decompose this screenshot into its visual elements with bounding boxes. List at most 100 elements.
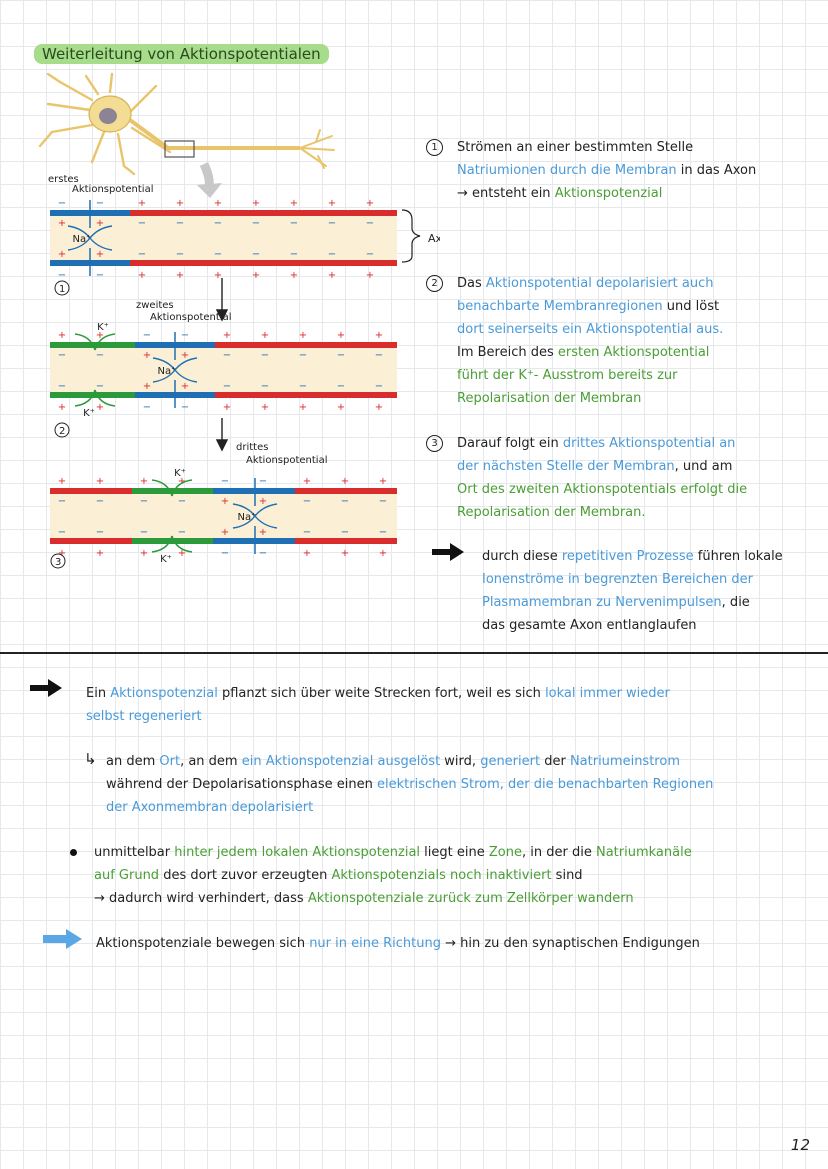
charge-sign: + xyxy=(221,496,229,507)
charge-sign: − xyxy=(259,548,267,559)
charge-sign: − xyxy=(341,527,349,538)
charge-sign: − xyxy=(303,496,311,507)
charge-sign: + xyxy=(337,402,345,413)
charge-sign: − xyxy=(178,527,186,538)
charge-sign: − xyxy=(299,350,307,361)
charge-sign: − xyxy=(58,198,66,209)
charge-sign: − xyxy=(366,218,374,229)
text-run: Zone xyxy=(488,845,522,860)
charge-sign: − xyxy=(58,381,66,392)
text-run: der nächsten Stelle der Membran xyxy=(457,459,675,474)
charge-sign: + xyxy=(176,198,184,209)
text-run: , an dem xyxy=(180,754,242,769)
charge-sign: + xyxy=(214,270,222,281)
charge-sign: + xyxy=(58,548,66,559)
text-run: Repolarisation der Membran xyxy=(457,391,642,406)
text-run: Aktionspotenzials noch inaktiviert xyxy=(331,868,552,883)
charge-sign: + xyxy=(341,548,349,559)
charge-sign: − xyxy=(303,527,311,538)
charge-sign: − xyxy=(58,350,66,361)
charge-sign: − xyxy=(328,218,336,229)
charge-sign: − xyxy=(375,350,383,361)
charge-sign: − xyxy=(221,476,229,487)
current-arrow xyxy=(254,515,278,529)
current-arrow xyxy=(232,515,256,529)
sodium-current-text: an dem Ort, an dem ein Aktionspotenzial … xyxy=(106,750,816,819)
text-run: Aktionspotenziale bewegen sich xyxy=(96,936,310,951)
charge-sign: + xyxy=(138,198,146,209)
charge-sign: − xyxy=(58,496,66,507)
current-arrow xyxy=(67,237,91,251)
charge-sign: − xyxy=(379,527,387,538)
axon-figure: erstes Aktionspotential zweites Aktionsp… xyxy=(38,72,440,569)
charge-sign: + xyxy=(379,548,387,559)
charge-sign: + xyxy=(328,198,336,209)
text-run: lokal immer wieder xyxy=(545,686,670,701)
text-run: der xyxy=(540,754,570,769)
third-ap-label-1: drittes xyxy=(236,442,268,453)
text-run: der Axonmembran depolarisiert xyxy=(106,800,314,815)
charge-sign: − xyxy=(181,402,189,413)
potassium-ion-label: K⁺ xyxy=(97,322,109,333)
charge-sign: − xyxy=(261,381,269,392)
first-ap-label-1: erstes xyxy=(48,174,79,185)
membrane-segment xyxy=(132,538,213,544)
charge-sign: − xyxy=(379,496,387,507)
text-run: , in der die xyxy=(521,845,596,860)
text-run: drittes Aktionspotential an xyxy=(562,436,736,451)
current-arrow xyxy=(89,237,113,251)
charge-sign: + xyxy=(328,270,336,281)
charge-sign: + xyxy=(58,249,66,260)
axoplasm xyxy=(50,494,397,538)
membrane-segment xyxy=(132,488,213,494)
potassium-ion-label: K⁺ xyxy=(174,468,186,479)
text-run: ein Aktionspotenzial ausgelöst xyxy=(241,754,441,769)
charge-sign: − xyxy=(143,402,151,413)
charge-sign: − xyxy=(58,270,66,281)
text-run: Aktionspotenziale zurück zum Zellkörper … xyxy=(307,891,634,906)
sodium-ion-label: Na⁺ xyxy=(158,366,177,377)
charge-sign: + xyxy=(178,548,186,559)
charge-sign: + xyxy=(58,476,66,487)
potassium-arrow xyxy=(171,535,193,553)
membrane-segment xyxy=(295,538,397,544)
charge-sign: − xyxy=(140,527,148,538)
text-run: Ein xyxy=(86,686,111,701)
charge-sign: + xyxy=(375,402,383,413)
third-ap-label-2: Aktionspotential xyxy=(246,455,327,466)
text-run: Repolarisation der Membran. xyxy=(457,505,646,520)
charge-sign: + xyxy=(252,198,260,209)
charge-sign: − xyxy=(214,218,222,229)
text-run: nur in eine Richtung xyxy=(309,936,441,951)
text-run: wird, xyxy=(440,754,481,769)
charge-sign: + xyxy=(138,270,146,281)
text-run: Ionenströme in begrenzten Bereichen der xyxy=(482,572,753,587)
potassium-ion-label: K⁺ xyxy=(83,408,95,419)
neuron-illustration xyxy=(38,72,335,198)
text-run: sind xyxy=(551,868,583,883)
sodium-ion-label: Na⁺ xyxy=(73,234,92,245)
second-ap-label-2: Aktionspotential xyxy=(150,312,231,323)
membrane-segment xyxy=(130,260,397,266)
charge-sign: − xyxy=(252,249,260,260)
charge-sign: + xyxy=(96,218,104,229)
membrane-segment xyxy=(215,392,397,398)
charge-sign: + xyxy=(303,476,311,487)
text-run: durch diese xyxy=(482,549,562,564)
bullet-dot xyxy=(70,849,77,856)
step-2-text: 2 Das Aktionspotential depolarisiert auch… xyxy=(426,272,826,410)
text-run: in das Axon xyxy=(676,163,757,178)
charge-sign: + xyxy=(143,381,151,392)
charge-sign: + xyxy=(96,249,104,260)
potassium-arrow xyxy=(94,333,116,351)
text-run: → dadurch wird verhindert, dass xyxy=(94,891,308,906)
charge-sign: − xyxy=(366,249,374,260)
arrow-icon-lower xyxy=(30,679,62,697)
charge-sign: + xyxy=(140,476,148,487)
charge-sign: + xyxy=(259,527,267,538)
membrane-segment xyxy=(215,342,397,348)
arrow-note: durch diese repetitiven Prozesse führen … xyxy=(482,545,826,637)
text-run: Aktionspotential depolarisiert auch xyxy=(485,276,714,291)
charge-sign: − xyxy=(261,350,269,361)
charge-sign: + xyxy=(366,198,374,209)
